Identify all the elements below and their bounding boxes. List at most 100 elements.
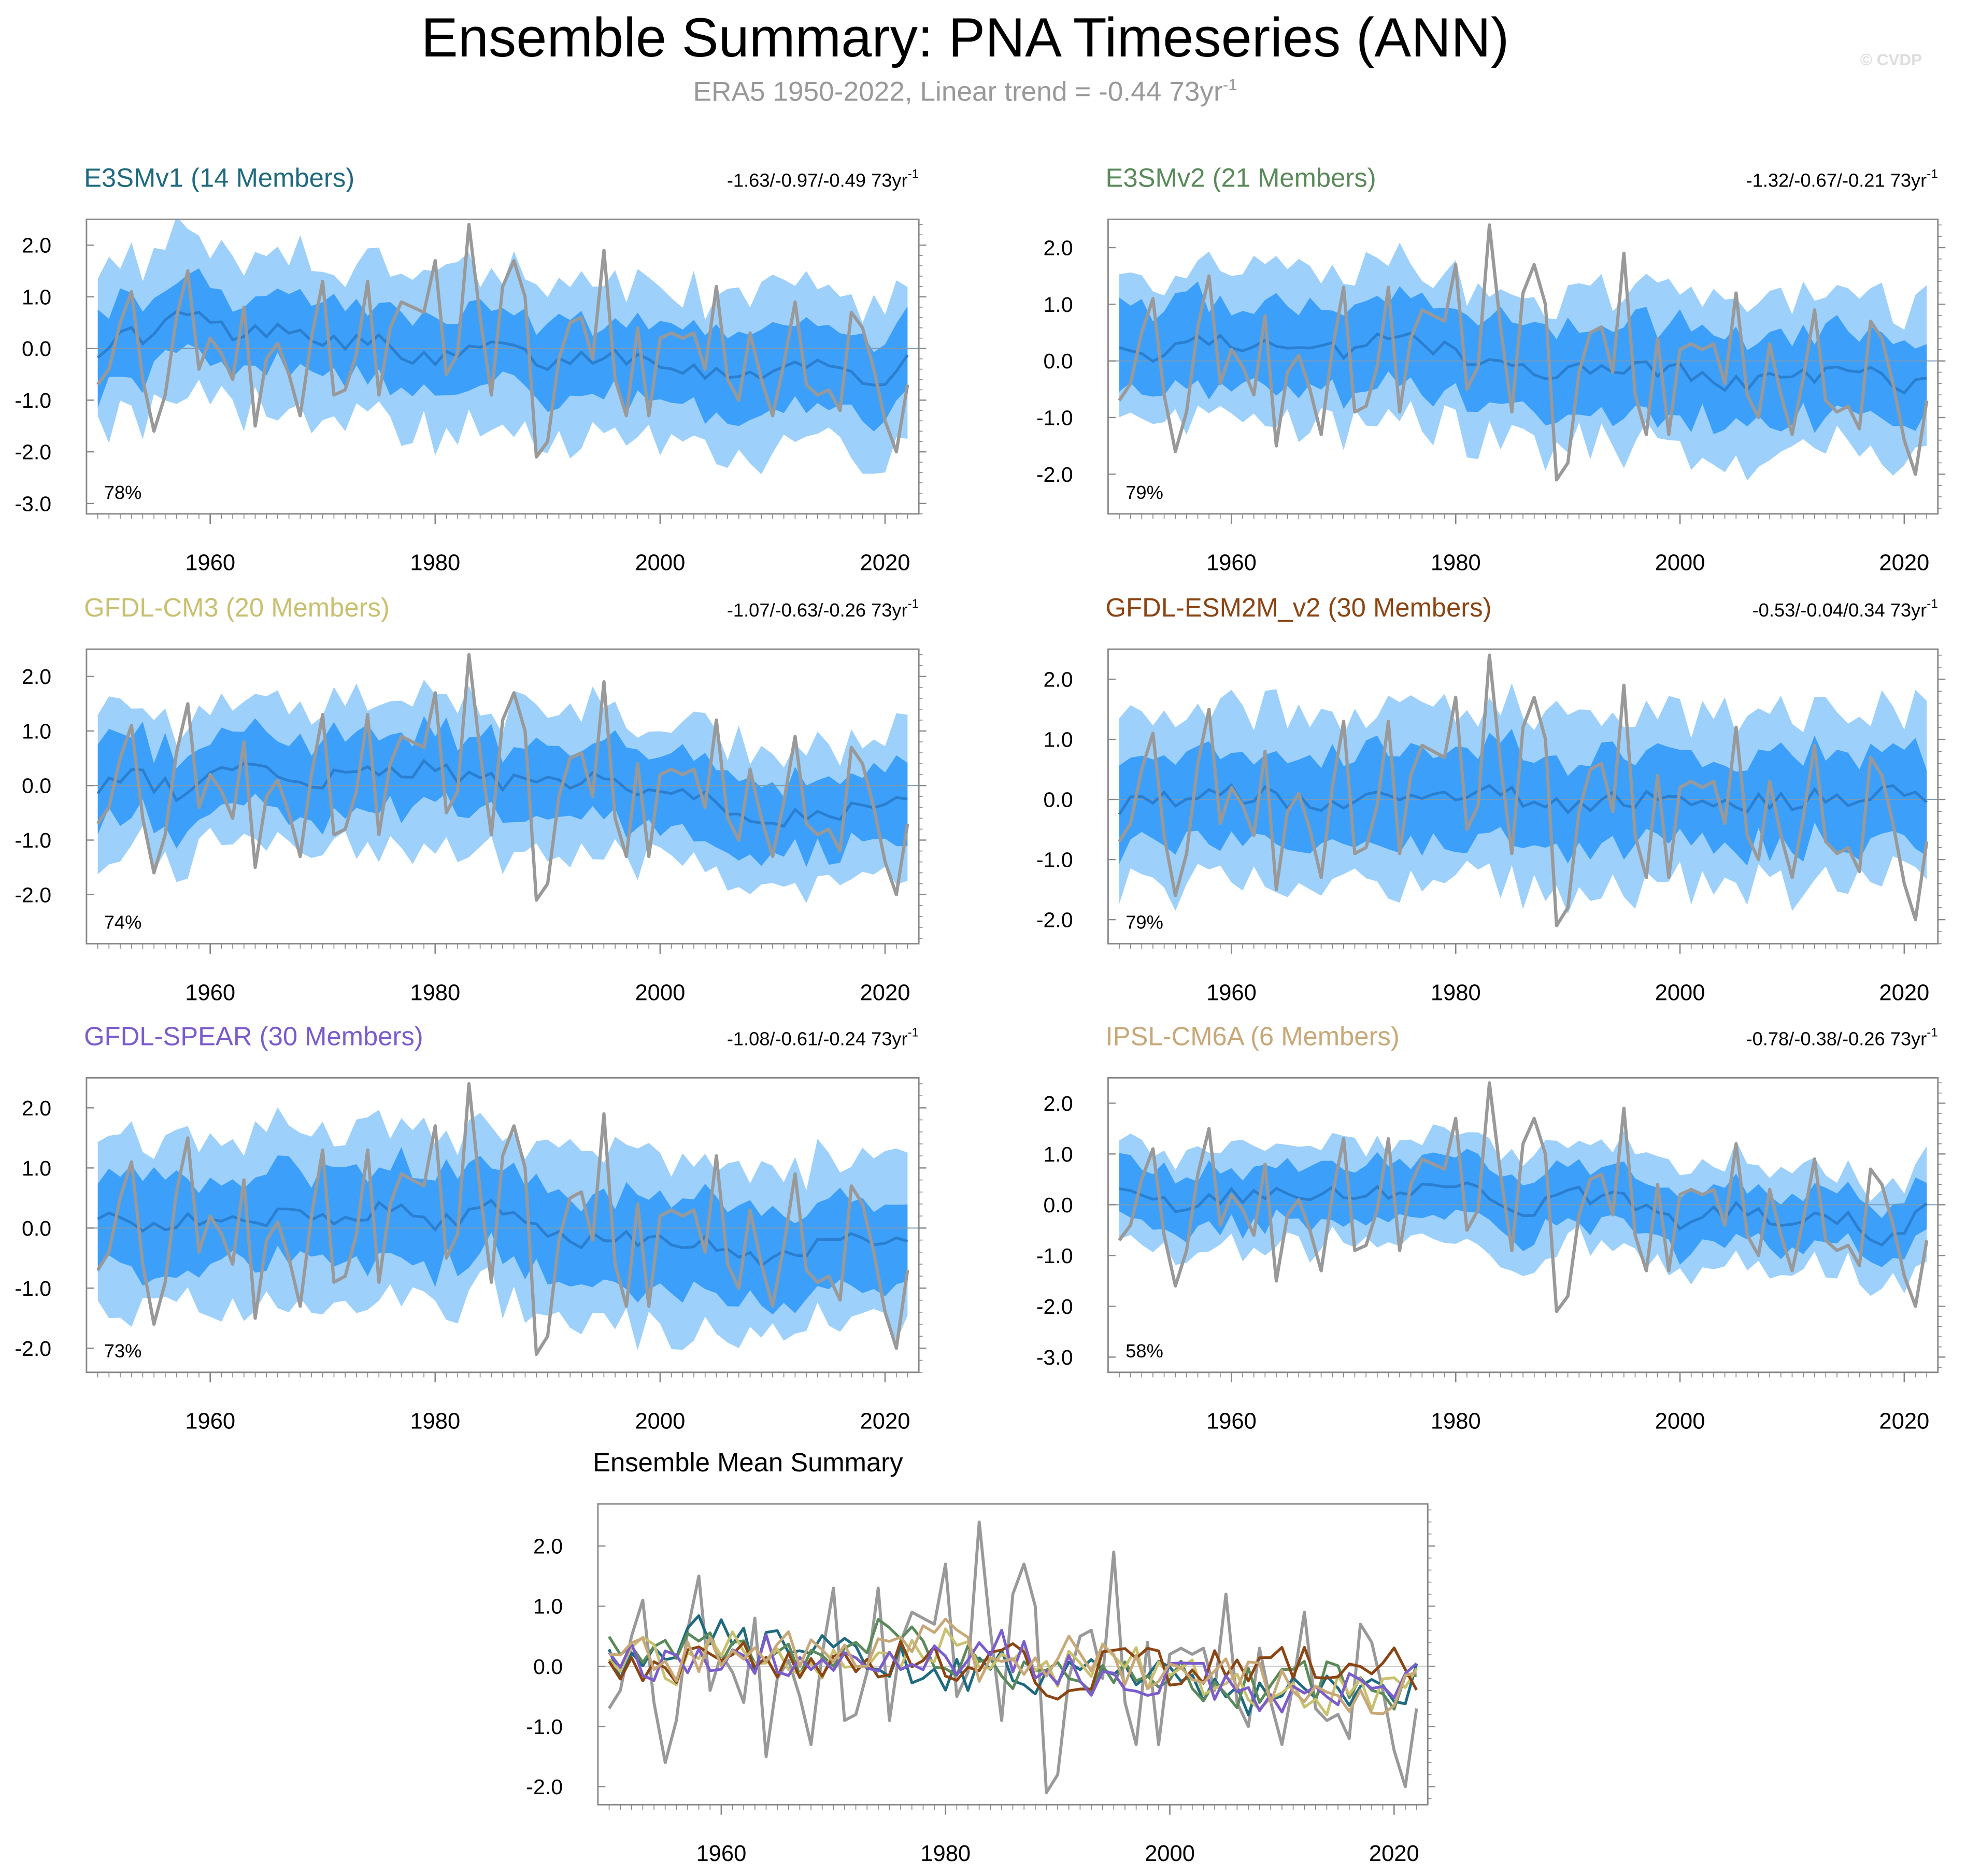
x-tick-label: 1960	[185, 551, 235, 576]
panel-title: GFDL-SPEAR (30 Members)	[84, 1021, 423, 1051]
x-tick-label: 2020	[1369, 1841, 1419, 1866]
y-tick-label: 1.0	[533, 1595, 563, 1619]
x-tick-label: 1980	[410, 1409, 460, 1434]
ensemble-mean-line-IPSL-CM6A	[609, 1617, 1417, 1715]
x-tick-label: 2000	[1655, 551, 1705, 576]
y-tick-label: 1.0	[22, 719, 51, 743]
trend-value: -1.08/-0.61/-0.24 73yr	[727, 1028, 908, 1049]
inner-spread-band	[97, 1147, 908, 1315]
percent-label: 73%	[104, 1340, 142, 1362]
observation-line	[1118, 223, 1929, 482]
panel-title: GFDL-CM3 (20 Members)	[84, 593, 390, 622]
y-tick-label: 0.0	[22, 774, 51, 798]
y-tick-label: 2.0	[1044, 668, 1073, 692]
y-tick-label: 1.0	[22, 285, 51, 309]
x-tick-label: 2020	[860, 980, 910, 1005]
trend-superscript: -1	[1927, 597, 1938, 611]
trend-value: -1.07/-0.63/-0.26 73yr	[727, 599, 908, 621]
observation-line	[607, 1520, 1418, 1795]
y-tick-label: 2.0	[1044, 236, 1073, 260]
x-tick-label: 2020	[1879, 1409, 1929, 1434]
panel-4: GFDL-SPEAR (30 Members) -1.08/-0.61/-0.24…	[15, 1021, 927, 1434]
y-tick-label: -1.0	[15, 1277, 51, 1300]
panel-title: E3SMv2 (21 Members)	[1106, 163, 1376, 192]
observation-line	[1118, 1081, 1929, 1313]
plot-area	[86, 1082, 919, 1356]
y-tick-label: -2.0	[15, 440, 51, 464]
x-tick-label: 2000	[1145, 1841, 1195, 1866]
panel-0: E3SMv1 (14 Members) -1.63/-0.97/-0.49 73y…	[15, 163, 927, 576]
ensemble-mean-line	[1119, 332, 1927, 395]
x-tick-label: 1960	[185, 980, 235, 1005]
y-tick-label: 0.0	[533, 1655, 563, 1679]
main-subtitle: ERA5 1950-2022, Linear trend = -0.44 73y…	[0, 75, 1930, 108]
panel-6: Ensemble Mean Summary 2.0 1.0 0.0 -1.0 -2.0 19…	[526, 1448, 1435, 1866]
trend-label: -1.08/-0.61/-0.24 73yr-1	[727, 1026, 919, 1050]
x-tick-label: 2020	[860, 1409, 910, 1434]
y-tick-label: -1.0	[1036, 406, 1073, 429]
plot-area	[86, 653, 919, 904]
inner-spread-band	[1119, 1149, 1927, 1267]
cvdp-credit: © CVDP	[1860, 50, 1922, 69]
y-tick-label: -1.0	[1036, 848, 1073, 872]
percent-label: 79%	[1126, 482, 1163, 503]
ensemble-mean-line	[1118, 783, 1928, 815]
panel-2: GFDL-CM3 (20 Members) -1.07/-0.63/-0.26 7…	[15, 593, 927, 1005]
percent-label: 79%	[1126, 911, 1163, 933]
observation-line	[96, 1082, 909, 1356]
x-tick-label: 1980	[1431, 551, 1481, 576]
trend-superscript: -1	[1927, 1026, 1938, 1040]
y-tick-label: 2.0	[22, 234, 51, 257]
percent-label: 74%	[104, 911, 142, 933]
trend-value: -1.63/-0.97/-0.49 73yr	[727, 169, 908, 191]
y-tick-label: 2.0	[22, 665, 51, 689]
y-tick-label: 1.0	[1044, 293, 1073, 317]
trend-value: -0.53/-0.04/0.34 73yr	[1753, 599, 1927, 621]
x-tick-label: 1980	[410, 980, 460, 1005]
y-tick-label: -1.0	[15, 828, 51, 852]
trend-label: -1.32/-0.67/-0.21 73yr-1	[1746, 167, 1938, 191]
y-tick-label: 0.0	[22, 1216, 51, 1240]
ensemble-mean-line	[96, 758, 908, 828]
ensemble-mean-line	[96, 310, 909, 386]
x-tick-label: 2000	[635, 1409, 685, 1434]
x-tick-label: 1960	[696, 1841, 746, 1866]
x-tick-label: 1980	[1431, 1409, 1481, 1434]
percent-label: 58%	[1126, 1340, 1163, 1362]
plot-area	[86, 219, 919, 475]
x-tick-label: 2020	[860, 551, 910, 576]
trend-label: -0.53/-0.04/0.34 73yr-1	[1753, 597, 1938, 621]
percent-label: 78%	[104, 482, 142, 503]
panel-3: GFDL-ESM2M_v2 (30 Members) -0.53/-0.04/0.…	[1036, 593, 1946, 1005]
x-tick-label: 2000	[635, 551, 685, 576]
panel-title: IPSL-CM6A (6 Members)	[1106, 1021, 1400, 1051]
x-tick-label: 1980	[1431, 980, 1481, 1005]
plot-area	[1108, 653, 1938, 927]
subtitle-text: ERA5 1950-2022, Linear trend = -0.44 73y…	[693, 75, 1223, 107]
trend-superscript: -1	[908, 167, 919, 181]
y-tick-label: -1.0	[526, 1715, 563, 1739]
panel-title: Ensemble Mean Summary	[593, 1448, 903, 1477]
y-tick-label: -2.0	[1036, 1295, 1073, 1319]
y-tick-label: 1.0	[1044, 728, 1073, 752]
y-tick-label: 2.0	[1044, 1092, 1073, 1115]
plot-area	[597, 1520, 1428, 1795]
x-tick-label: 2000	[1655, 980, 1705, 1005]
y-tick-label: 2.0	[533, 1535, 563, 1558]
trend-superscript: -1	[908, 1026, 919, 1040]
observation-line	[1118, 653, 1929, 927]
y-tick-label: -3.0	[15, 492, 51, 515]
y-tick-label: -2.0	[526, 1775, 563, 1799]
panel-title: GFDL-ESM2M_v2 (30 Members)	[1106, 593, 1492, 622]
panel-1: E3SMv2 (21 Members) -1.32/-0.67/-0.21 73y…	[1036, 163, 1946, 576]
inner-spread-band	[97, 268, 908, 432]
trend-superscript: -1	[1927, 167, 1938, 181]
x-tick-label: 2000	[635, 980, 685, 1005]
trend-value: -0.78/-0.38/-0.26 73yr	[1746, 1028, 1927, 1049]
x-tick-label: 1960	[1206, 1409, 1257, 1434]
ensemble-mean-line-E3SMv1	[607, 1614, 1418, 1716]
x-tick-label: 2000	[1655, 1409, 1705, 1434]
y-tick-label: 0.0	[1044, 349, 1073, 373]
trend-value: -1.32/-0.67/-0.21 73yr	[1746, 169, 1927, 191]
y-tick-label: -2.0	[15, 883, 51, 907]
